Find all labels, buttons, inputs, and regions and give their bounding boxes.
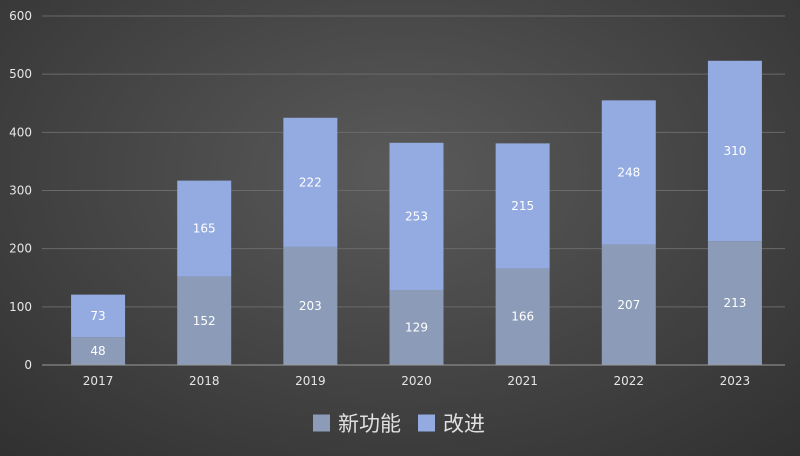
bar-2021-series-1: [495, 143, 550, 269]
data-label-2022-series-0: 207: [617, 298, 640, 312]
data-label-2018-series-0: 152: [193, 314, 216, 328]
legend: 新功能 改进: [313, 412, 485, 436]
x-tick-label-2020: 2020: [401, 374, 432, 388]
y-tick-label-200: 200: [9, 242, 32, 256]
bar-2018-series-1: [177, 180, 232, 277]
x-axis: 2017 2018 2019 2020 2021 2022 2023: [42, 364, 785, 388]
data-label-2022-series-1: 248: [617, 165, 640, 179]
data-label-2020-series-0: 129: [405, 320, 428, 334]
y-tick-label-600: 600: [9, 9, 32, 23]
bars: [71, 60, 762, 365]
bar-2023-series-0: [707, 241, 762, 365]
bar-2019-series-1: [283, 117, 338, 247]
data-labels: 48 73 152 165 203 222 129 253 166 215 207 248 213 310: [90, 144, 746, 358]
x-tick-label-2017: 2017: [83, 374, 114, 388]
bar-2018-series-0: [177, 276, 232, 365]
x-tick-label-2021: 2021: [507, 374, 538, 388]
y-tick-label-0: 0: [24, 358, 32, 372]
bar-2021-series-0: [495, 268, 550, 365]
data-label-2018-series-1: 165: [193, 222, 216, 236]
bar-2020-series-1: [389, 142, 444, 290]
y-tick-label-100: 100: [9, 300, 32, 314]
y-tick-label-400: 400: [9, 125, 32, 139]
legend-label-series-0: 新功能: [338, 412, 401, 436]
data-label-2019-series-1: 222: [299, 175, 322, 189]
legend-swatch-series-1: [418, 414, 435, 432]
bar-2017-series-1: [71, 294, 126, 338]
y-axis: 0 100 200 300 400 500 600: [9, 9, 32, 372]
data-label-2023-series-1: 310: [723, 144, 746, 158]
bar-2019-series-0: [283, 246, 338, 365]
data-label-2017-series-1: 73: [90, 309, 105, 323]
y-tick-label-500: 500: [9, 67, 32, 81]
x-tick-label-2018: 2018: [189, 374, 220, 388]
data-label-2019-series-0: 203: [299, 299, 322, 313]
x-tick-label-2023: 2023: [720, 374, 751, 388]
data-label-2023-series-0: 213: [723, 296, 746, 310]
bar-2022-series-1: [601, 100, 656, 245]
bar-2023-series-1: [707, 60, 762, 242]
data-label-2021-series-0: 166: [511, 310, 534, 324]
legend-swatch-series-0: [313, 414, 330, 432]
bar-2017-series-0: [71, 337, 126, 365]
bar-2022-series-0: [601, 244, 656, 365]
data-label-2021-series-1: 215: [511, 199, 534, 213]
y-tick-label-300: 300: [9, 184, 32, 198]
data-label-2020-series-1: 253: [405, 209, 428, 223]
x-tick-label-2019: 2019: [295, 374, 326, 388]
bar-2020-series-0: [389, 289, 444, 365]
data-label-2017-series-0: 48: [90, 344, 105, 358]
x-tick-label-2022: 2022: [614, 374, 645, 388]
legend-label-series-1: 改进: [443, 412, 485, 436]
